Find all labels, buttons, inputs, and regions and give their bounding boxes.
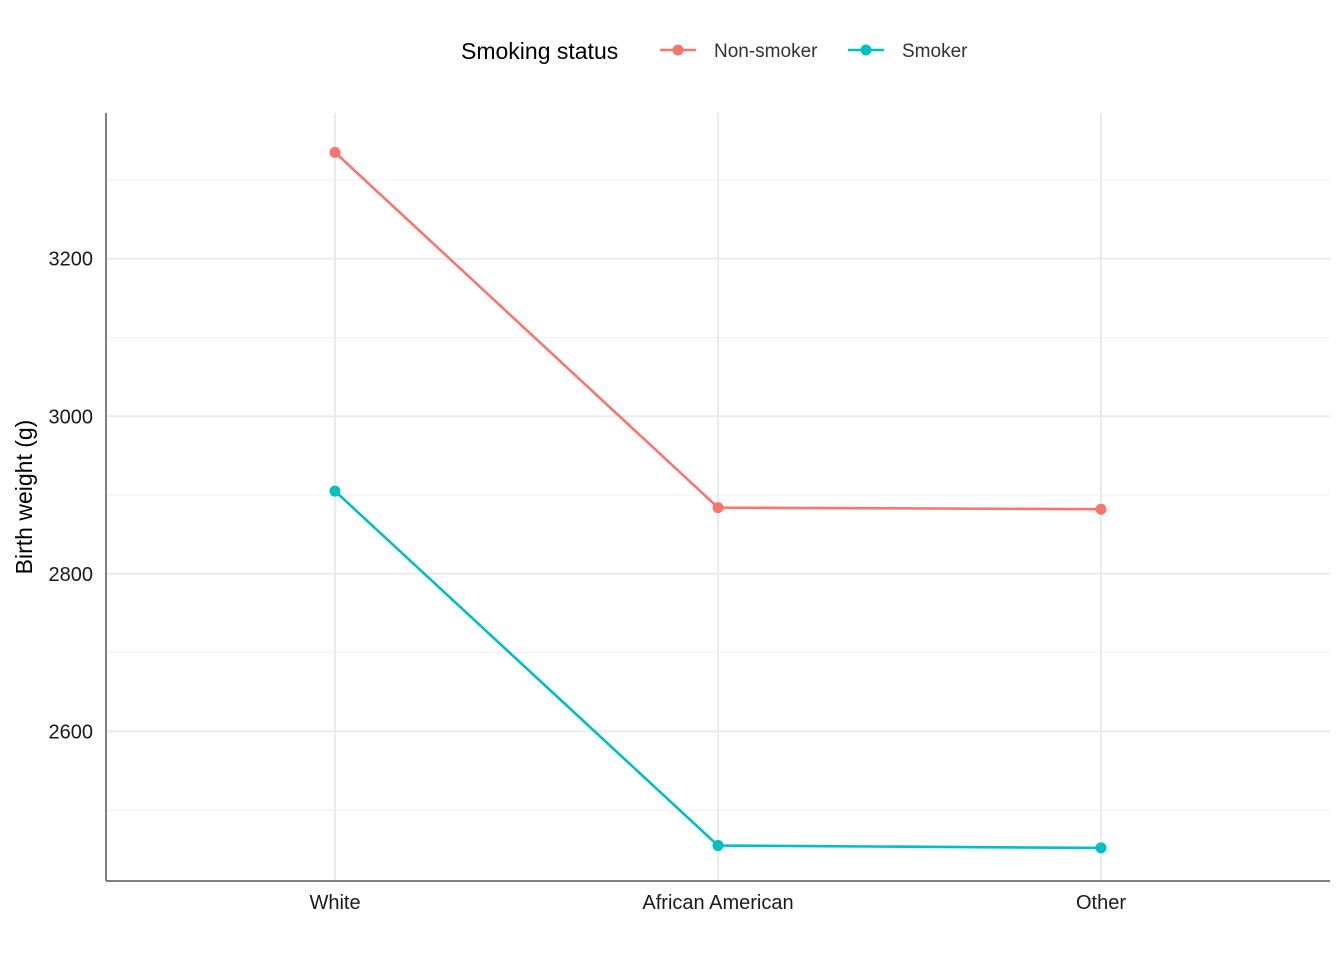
y-tick-label: 2600 (49, 721, 94, 743)
data-point (1095, 503, 1107, 515)
y-axis-title: Birth weight (g) (11, 420, 37, 575)
y-tick-label: 3000 (49, 406, 94, 428)
x-tick-label: African American (642, 892, 793, 914)
legend-item: Non-smoker (660, 41, 818, 62)
x-tick-label: White (309, 892, 360, 914)
y-tick-label: 2800 (49, 564, 94, 586)
x-tick-labels: White African American Other (309, 892, 1126, 914)
legend-label: Smoker (902, 41, 968, 62)
data-point (329, 485, 341, 497)
x-tick-label: Other (1076, 892, 1126, 914)
data-point (329, 146, 341, 158)
series-non-smoker (329, 146, 1107, 515)
legend-label: Non-smoker (714, 41, 818, 62)
data-point (1095, 842, 1107, 854)
legend-title: Smoking status (461, 38, 618, 64)
y-tick-labels: 2600 2800 3000 3200 (49, 249, 94, 744)
data-point (712, 502, 724, 514)
series-layer (329, 146, 1107, 854)
legend-key-point (860, 44, 872, 56)
legend: Smoking status Non-smoker Smoker (461, 38, 968, 64)
legend-item: Smoker (848, 41, 968, 62)
legend-key-point (672, 44, 684, 56)
grid (106, 113, 1330, 881)
y-tick-label: 3200 (49, 249, 94, 271)
data-point (712, 840, 724, 852)
legend-items: Non-smoker Smoker (660, 41, 968, 62)
series-smoker (329, 485, 1107, 854)
